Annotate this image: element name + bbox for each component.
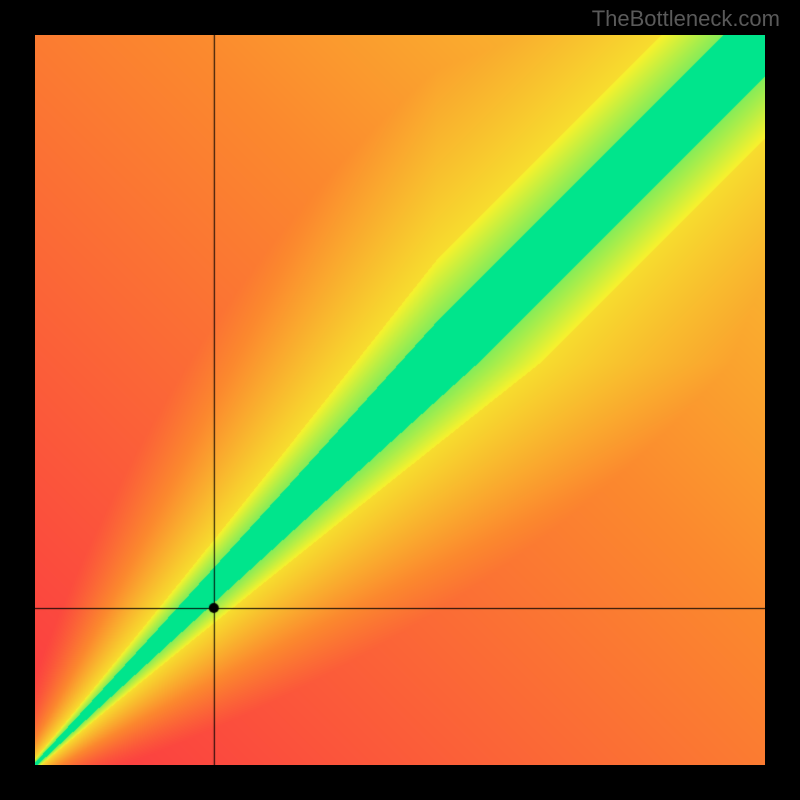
watermark-text: TheBottleneck.com: [592, 6, 780, 32]
bottleneck-heatmap: [35, 35, 765, 765]
heatmap-canvas: [35, 35, 765, 765]
